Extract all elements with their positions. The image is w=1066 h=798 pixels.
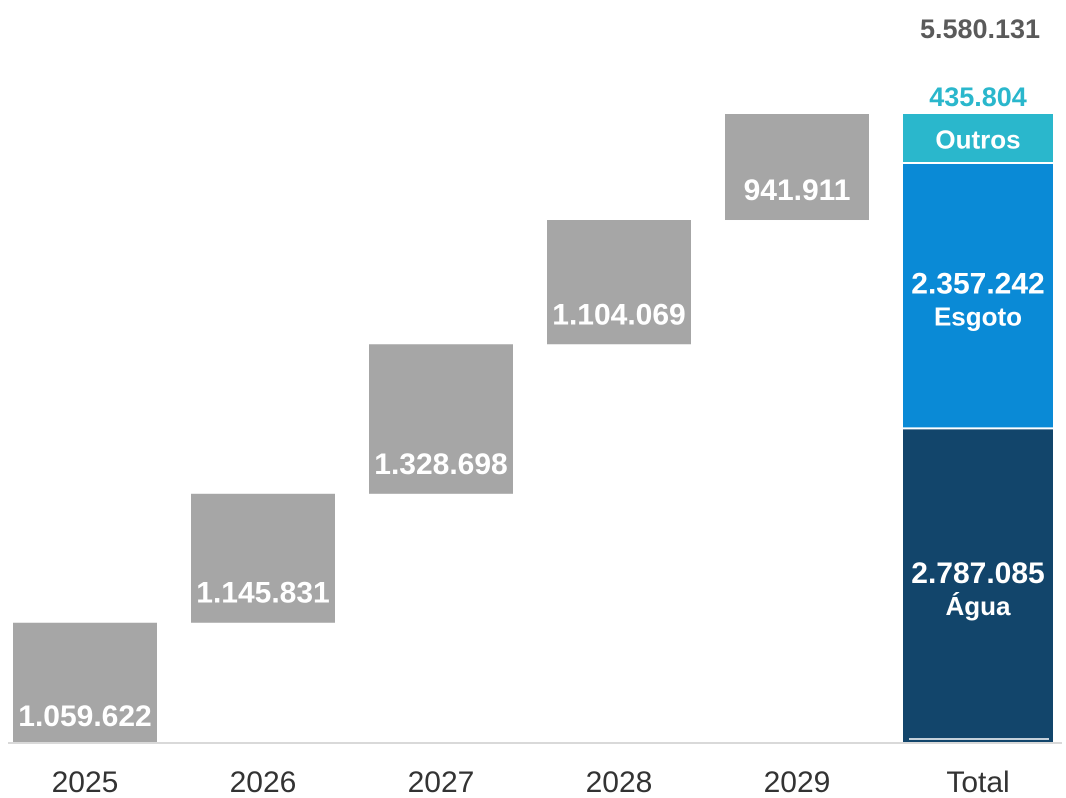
bars-group [13, 114, 1053, 742]
bar-value-label: 1.145.831 [196, 577, 329, 610]
x-tick-label: 2025 [52, 766, 119, 798]
bar-value-label: 1.059.622 [18, 700, 151, 733]
segment-value-label: 435.804 [929, 82, 1027, 112]
bar-value-label: 941.911 [744, 174, 851, 207]
x-tick-label: 2029 [764, 766, 831, 798]
x-tick-label: 2027 [408, 766, 475, 798]
x-tick-label: 2026 [230, 766, 297, 798]
segment-value-label: 2.357.242 [911, 268, 1044, 301]
bar-2029 [725, 114, 869, 221]
segment-name-label: Outros [935, 125, 1020, 155]
total-value-label: 5.580.131 [920, 14, 1040, 44]
x-tick-label: 2028 [586, 766, 653, 798]
bar-2028 [547, 220, 691, 345]
labels-group: 1.059.622 1.145.831 1.328.698 1.104.069 941.… [18, 14, 1044, 733]
total-segment-1 [903, 163, 1053, 429]
segment-value-label: 2.787.085 [911, 557, 1044, 590]
bar-value-label: 1.328.698 [374, 448, 507, 481]
total-segment-2 [903, 114, 1053, 164]
bar-2027 [369, 344, 513, 494]
segment-name-label: Água [946, 591, 1012, 621]
bar-2025 [13, 622, 157, 742]
x-axis: 2025 2026 2027 2028 2029 Total [8, 742, 1062, 798]
x-tick-label-total: Total [946, 766, 1009, 798]
bar-2026 [191, 493, 335, 623]
bar-value-label: 1.104.069 [552, 298, 685, 331]
total-segment-0 [903, 428, 1053, 742]
segment-name-label: Esgoto [934, 302, 1022, 332]
